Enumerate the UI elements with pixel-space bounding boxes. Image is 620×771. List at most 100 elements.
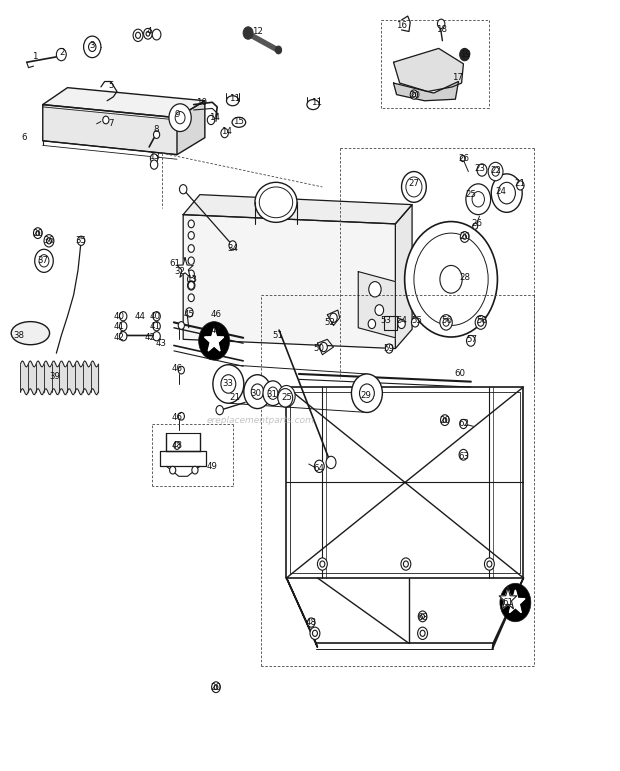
Circle shape	[484, 558, 494, 571]
Polygon shape	[394, 82, 458, 101]
Circle shape	[412, 318, 419, 327]
Text: 49: 49	[207, 462, 218, 471]
Circle shape	[153, 29, 161, 40]
Text: 12: 12	[252, 27, 263, 36]
Text: 53: 53	[380, 315, 391, 325]
Circle shape	[175, 112, 185, 124]
Circle shape	[314, 460, 324, 473]
Circle shape	[386, 344, 393, 353]
Text: 42: 42	[114, 332, 125, 342]
Circle shape	[187, 274, 195, 284]
Circle shape	[174, 442, 180, 449]
Text: 36: 36	[43, 237, 55, 245]
Text: 20: 20	[440, 416, 450, 425]
Text: 47: 47	[210, 325, 221, 335]
Circle shape	[516, 180, 524, 190]
Ellipse shape	[226, 96, 239, 106]
Text: 43: 43	[156, 338, 167, 348]
Text: 64: 64	[314, 464, 325, 473]
Text: ereplacementparts.com: ereplacementparts.com	[206, 416, 314, 425]
Circle shape	[169, 104, 191, 132]
Text: 50: 50	[314, 344, 325, 353]
Circle shape	[153, 311, 161, 321]
Circle shape	[460, 231, 469, 242]
Circle shape	[278, 389, 293, 407]
Circle shape	[477, 318, 484, 326]
Circle shape	[352, 374, 383, 412]
Circle shape	[443, 418, 447, 423]
Circle shape	[308, 618, 315, 627]
Text: 40: 40	[150, 311, 161, 321]
Circle shape	[459, 419, 467, 429]
Text: 63: 63	[458, 452, 469, 461]
Circle shape	[89, 42, 96, 52]
Text: 24: 24	[495, 187, 506, 196]
Text: 11: 11	[311, 98, 322, 106]
Circle shape	[498, 182, 515, 204]
Text: 42: 42	[145, 332, 156, 342]
Circle shape	[404, 561, 409, 567]
Circle shape	[398, 319, 405, 328]
Text: 58: 58	[477, 315, 487, 325]
Text: 38: 38	[14, 331, 25, 340]
Circle shape	[414, 233, 488, 325]
Polygon shape	[183, 194, 412, 224]
Text: 41: 41	[150, 322, 161, 331]
Polygon shape	[177, 101, 205, 155]
Polygon shape	[358, 271, 396, 338]
Ellipse shape	[232, 117, 246, 127]
Circle shape	[320, 561, 325, 567]
Circle shape	[405, 221, 497, 337]
Circle shape	[410, 90, 418, 99]
Circle shape	[268, 387, 278, 399]
Circle shape	[46, 237, 51, 244]
Circle shape	[472, 191, 484, 207]
Circle shape	[36, 231, 40, 235]
Ellipse shape	[259, 187, 293, 217]
Text: 29: 29	[360, 391, 371, 400]
Circle shape	[244, 375, 271, 409]
Text: 18: 18	[436, 25, 446, 34]
Circle shape	[443, 318, 449, 326]
Circle shape	[207, 116, 215, 125]
Circle shape	[188, 281, 194, 289]
Circle shape	[78, 236, 85, 245]
Polygon shape	[183, 214, 396, 348]
Text: 2: 2	[60, 48, 65, 57]
Circle shape	[466, 183, 490, 214]
Text: 5: 5	[108, 81, 113, 90]
Text: 3: 3	[89, 41, 95, 50]
Circle shape	[144, 29, 153, 39]
Circle shape	[229, 241, 236, 250]
Circle shape	[243, 27, 253, 39]
Text: 23: 23	[475, 164, 485, 173]
Text: 20: 20	[459, 233, 470, 241]
Text: 28: 28	[459, 273, 470, 282]
Text: 30: 30	[250, 389, 261, 398]
Text: 48: 48	[172, 441, 182, 450]
Text: 6: 6	[22, 133, 27, 142]
Circle shape	[402, 172, 427, 202]
Circle shape	[463, 234, 466, 239]
Polygon shape	[43, 88, 205, 118]
Circle shape	[282, 391, 291, 402]
Text: 48: 48	[306, 618, 317, 627]
Text: 54: 54	[396, 315, 407, 325]
Polygon shape	[394, 49, 463, 92]
Circle shape	[178, 322, 184, 329]
Text: 40: 40	[114, 311, 125, 321]
Circle shape	[460, 156, 465, 162]
Polygon shape	[506, 590, 525, 613]
Circle shape	[477, 164, 487, 176]
Circle shape	[418, 627, 428, 639]
Circle shape	[188, 231, 194, 239]
Polygon shape	[43, 105, 177, 155]
Circle shape	[440, 315, 452, 330]
Text: 46: 46	[172, 413, 182, 423]
Text: 52: 52	[324, 318, 335, 327]
Circle shape	[103, 116, 109, 124]
Text: 20: 20	[210, 682, 221, 692]
Text: 31: 31	[266, 390, 277, 399]
Text: 25: 25	[281, 393, 292, 402]
Circle shape	[251, 384, 264, 399]
